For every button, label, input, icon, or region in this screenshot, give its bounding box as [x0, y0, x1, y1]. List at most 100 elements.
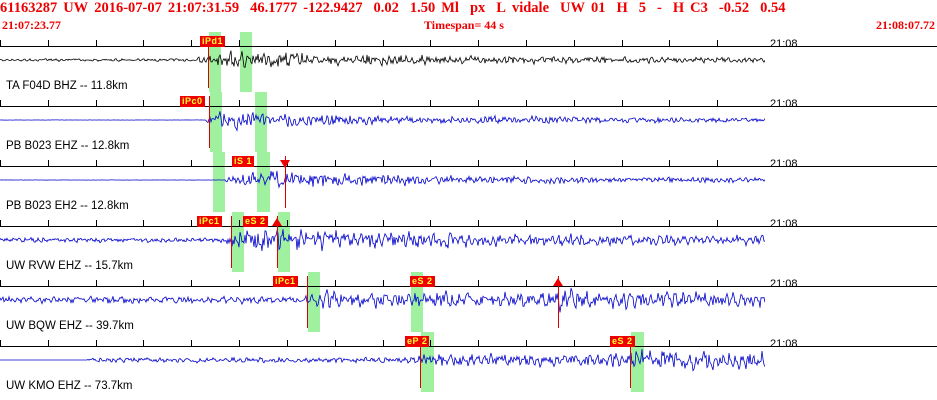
waveform-trace: [0, 288, 765, 313]
event-id: 61163287: [0, 0, 58, 16]
axis-tick: [430, 160, 431, 167]
axis-tick: [0, 280, 1, 287]
pick-line[interactable]: [307, 276, 308, 328]
axis-tick: [669, 40, 670, 47]
pick-highlight-band: [278, 212, 290, 272]
waveform-plot[interactable]: eP 2 eS 2: [0, 332, 765, 392]
axis-tick: [143, 100, 144, 107]
axis-tick: [383, 220, 384, 227]
axis-tick: [622, 100, 623, 107]
axis-tick: [669, 100, 670, 107]
time-axis: [0, 106, 765, 107]
pick-line[interactable]: [277, 216, 278, 268]
event-quality-letter: L: [496, 0, 506, 16]
trace-row[interactable]: iPc1 eS 2 21:08 UW BQW EHZ -- 39.7km: [0, 272, 937, 332]
axis-tick: [717, 280, 718, 287]
axis-tick: [478, 100, 479, 107]
pick-label[interactable]: eS 2: [243, 216, 268, 227]
pick-label[interactable]: iS 1: [232, 156, 255, 167]
pick-line[interactable]: [285, 156, 286, 208]
axis-tick: [383, 100, 384, 107]
trace-row[interactable]: iPd1 21:08 TA F04D BHZ -- 11.8km: [0, 32, 937, 92]
pick-line[interactable]: [558, 276, 559, 328]
pick-highlight-band: [411, 272, 423, 332]
axis-tick: [96, 220, 97, 227]
axis-tick: [478, 160, 479, 167]
event-source-number: 01: [591, 0, 606, 16]
timespan-label: Timespan= 44 s: [424, 18, 504, 32]
axis-extension: [765, 346, 937, 347]
axis-tick: [717, 160, 718, 167]
axis-tick: [526, 40, 527, 47]
axis-tick: [478, 340, 479, 347]
axis-tick: [574, 40, 575, 47]
axis-tick: [335, 280, 336, 287]
axis-tick: [239, 40, 240, 47]
axis-tick: [287, 220, 288, 227]
pick-label[interactable]: eS 2: [610, 336, 635, 347]
axis-tick: [191, 220, 192, 227]
event-h-flag-1: H: [616, 0, 628, 16]
waveform-plot[interactable]: iS 1: [0, 152, 765, 212]
timespan-header: 21:07:23.77 Timespan= 44 s 21:08:07.72: [0, 17, 937, 32]
pick-marker-up-icon: [272, 218, 282, 226]
window-start-time: 21:07:23.77: [2, 18, 61, 32]
axis-tick: [430, 340, 431, 347]
axis-tick: [96, 280, 97, 287]
axis-tick: [48, 280, 49, 287]
axis-tick: [48, 340, 49, 347]
axis-tick: [478, 40, 479, 47]
pick-label[interactable]: iPc1: [197, 216, 222, 227]
time-axis: [0, 346, 765, 347]
pick-label[interactable]: iPc1: [273, 276, 298, 287]
axis-tick: [287, 340, 288, 347]
pick-label[interactable]: eS 2: [410, 276, 435, 287]
axis-tick: [143, 280, 144, 287]
station-label: PB B023 EHZ -- 12.8km: [6, 140, 130, 152]
axis-tick: [239, 220, 240, 227]
pick-label[interactable]: iPd1: [200, 36, 226, 47]
trace-row[interactable]: eP 2 eS 2 21:08 UW KMO EHZ -- 73.7km: [0, 332, 937, 392]
waveform-trace: [0, 229, 765, 252]
axis-time-label: 21:08: [770, 278, 798, 290]
pick-highlight-band: [421, 332, 434, 392]
axis-time-label: 21:08: [770, 338, 798, 350]
axis-tick: [622, 40, 623, 47]
axis-tick: [48, 40, 49, 47]
pick-line[interactable]: [208, 36, 209, 88]
waveform-plot[interactable]: iPc1 eS 2: [0, 212, 765, 272]
axis-time-label: 21:08: [770, 218, 798, 230]
waveform-plot[interactable]: iPd1: [0, 32, 765, 92]
axis-tick: [287, 100, 288, 107]
axis-extension: [765, 226, 937, 227]
event-network: UW: [63, 0, 89, 16]
trace-row[interactable]: iPc1 eS 2 21:08 UW RVW EHZ -- 15.7km: [0, 212, 937, 272]
pick-line[interactable]: [630, 336, 631, 388]
axis-tick: [239, 100, 240, 107]
pick-line[interactable]: [420, 336, 421, 388]
event-code: C3: [690, 0, 708, 16]
time-axis: [0, 226, 765, 227]
event-date: 2016-07-07: [94, 0, 162, 16]
trace-row[interactable]: iPc0 21:08 PB B023 EHZ -- 12.8km: [0, 92, 937, 152]
trace-row[interactable]: iS 1 21:08 PB B023 EH2 -- 12.8km: [0, 152, 937, 212]
event-h-flag-2: H: [672, 0, 685, 16]
waveform-plot[interactable]: iPc1 eS 2: [0, 272, 765, 332]
station-label: UW BQW EHZ -- 39.7km: [6, 320, 134, 332]
pick-label[interactable]: iPc0: [180, 96, 205, 107]
axis-tick: [191, 280, 192, 287]
pick-label[interactable]: eP 2: [405, 336, 430, 347]
axis-tick: [478, 220, 479, 227]
waveform-trace: [0, 111, 765, 132]
axis-tick: [430, 220, 431, 227]
axis-tick: [96, 340, 97, 347]
pick-line[interactable]: [231, 216, 232, 268]
waveform-plot[interactable]: iPc0: [0, 92, 765, 152]
event-magnitude-type: Ml: [441, 0, 459, 16]
station-label: PB B023 EH2 -- 12.8km: [6, 200, 129, 212]
event-source: UW: [560, 0, 586, 16]
pick-line[interactable]: [209, 96, 210, 148]
axis-tick: [574, 340, 575, 347]
axis-tick: [335, 220, 336, 227]
